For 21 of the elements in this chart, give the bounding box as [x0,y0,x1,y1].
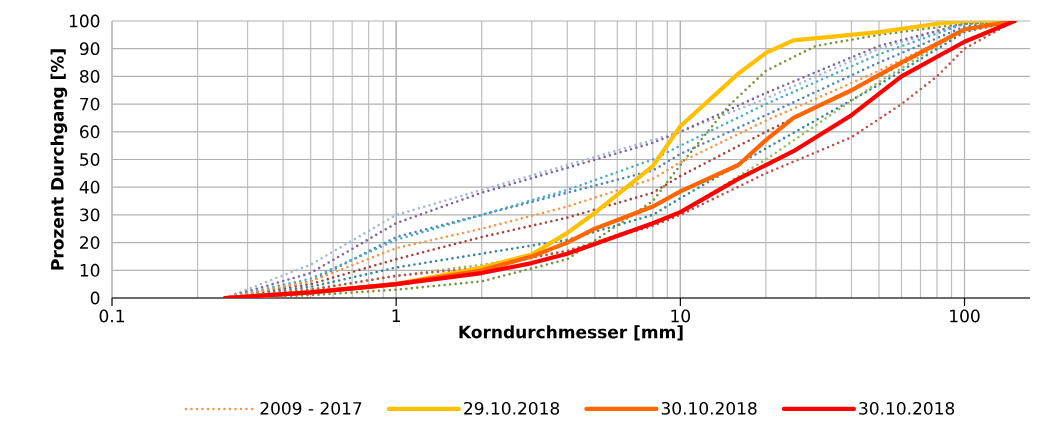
y-tick-label: 80 [80,69,100,83]
y-tick-label: 40 [79,180,100,194]
x-axis-title: Korndurchmesser [mm] [459,325,683,341]
y-tick-label: 70 [80,97,100,111]
y-tick-label: 0 [90,291,100,305]
y-tick-label: 30 [80,208,100,222]
legend-label: 30.10.2018 [859,401,955,415]
x-tick-label: 0.1 [99,309,124,323]
x-tick-label: 1 [392,309,401,322]
x-tick-label: 100 [950,309,980,323]
legend-label: 30.10.2018 [661,401,757,415]
y-tick-label: 100 [69,14,100,28]
y-tick-label: 90 [79,42,100,56]
y-tick-label: 60 [80,125,100,139]
x-tick-label: 10 [671,309,691,323]
legend-label: 2009 - 2017 [260,401,362,415]
y-tick-label: 50 [80,153,100,166]
legend-label: 29.10.2018 [464,401,560,415]
y-axis-title: Prozent Durchgang [%] [50,49,68,270]
y-tick-label: 20 [80,236,100,250]
y-tick-label: 10 [80,263,100,277]
